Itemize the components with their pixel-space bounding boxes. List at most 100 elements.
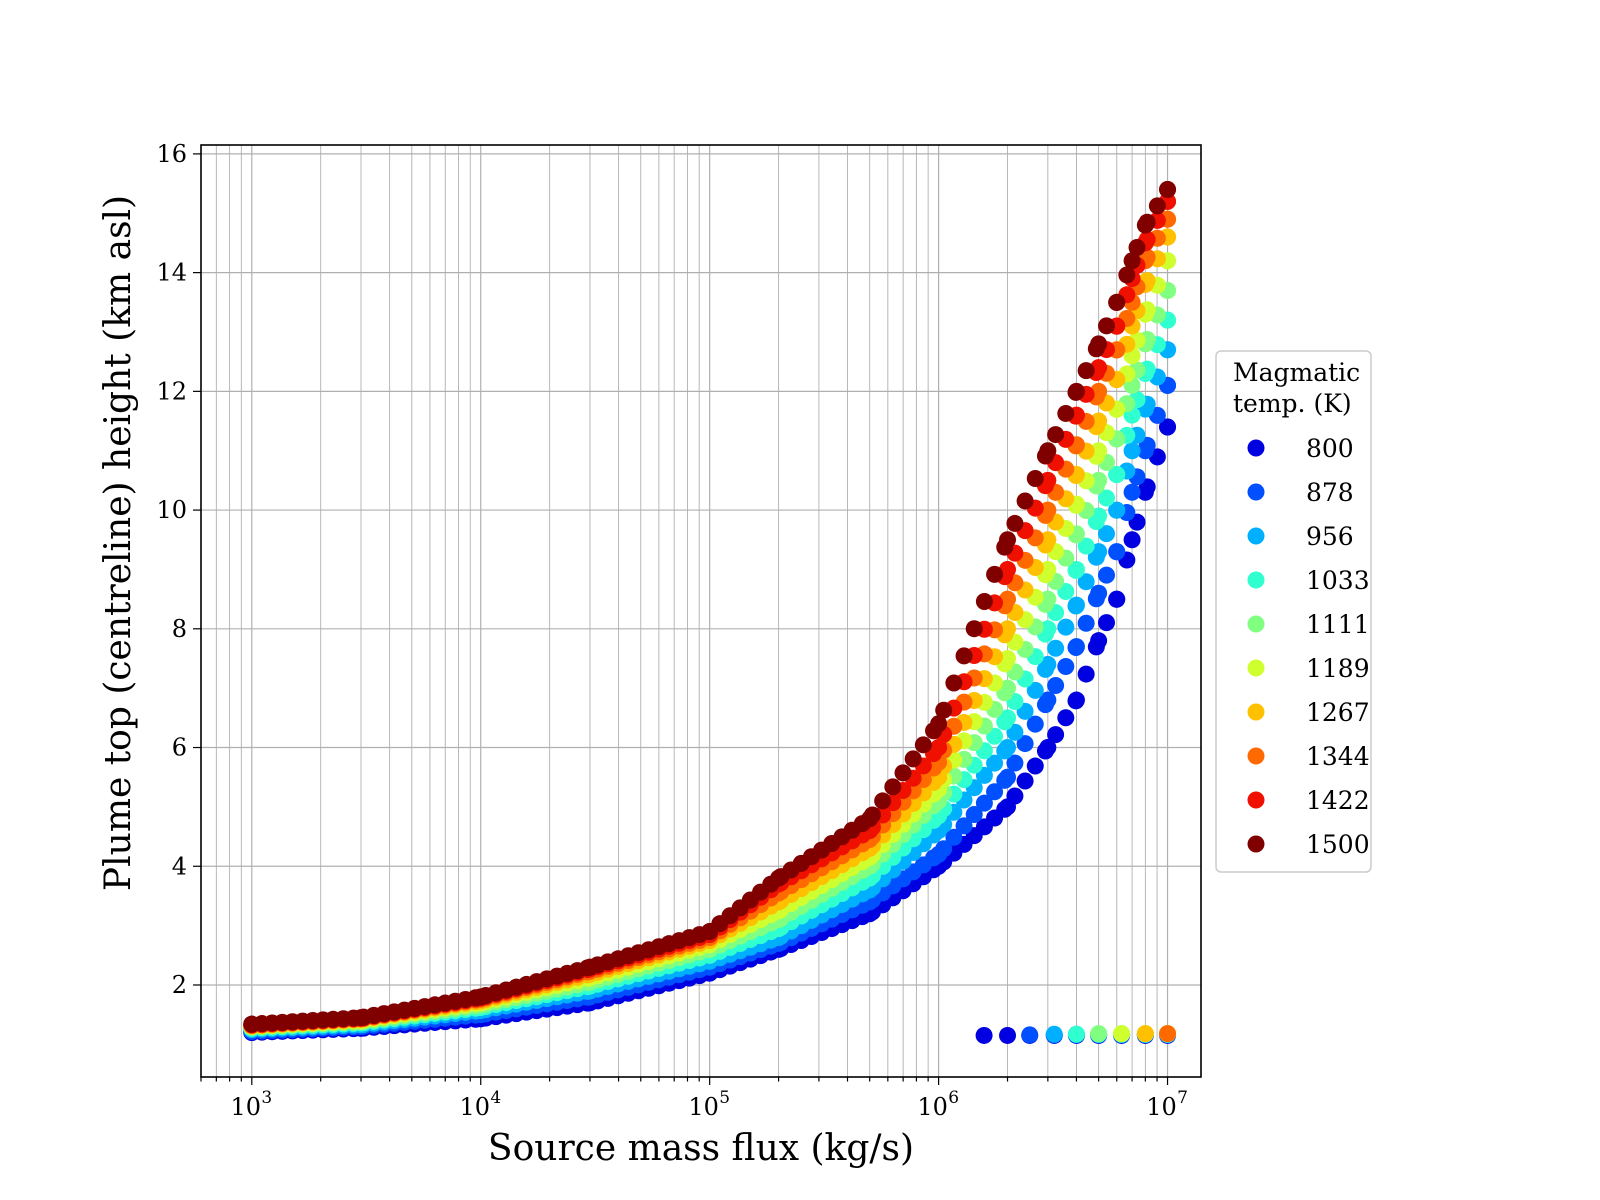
data-point: [1067, 691, 1085, 709]
legend-marker: [1247, 791, 1265, 809]
legend-marker: [1247, 571, 1265, 589]
data-point: [999, 649, 1017, 667]
data-point: [999, 709, 1017, 727]
data-point: [1067, 596, 1085, 614]
data-point: [1077, 614, 1095, 632]
data-point: [1039, 655, 1057, 673]
legend-label: 1267: [1306, 698, 1370, 727]
y-tick-label: 16: [156, 140, 187, 168]
legend-label: 1344: [1306, 742, 1370, 771]
data-point: [1047, 426, 1065, 444]
data-point: [999, 531, 1017, 549]
x-tick-label-exponent: 3: [261, 1088, 272, 1108]
data-point: [1026, 757, 1044, 775]
data-point: [1077, 665, 1095, 683]
data-point: [999, 798, 1017, 816]
data-point: [986, 783, 1004, 801]
data-point: [1090, 335, 1108, 353]
data-point: [1128, 239, 1146, 257]
data-point: [1090, 584, 1108, 602]
axes-frame: [200, 144, 1202, 1078]
grid: [200, 145, 1201, 1077]
data-point: [999, 679, 1017, 697]
data-point-low-branch: [999, 1026, 1017, 1044]
x-tick-label-exponent: 6: [948, 1088, 959, 1108]
data-point-low-branch: [1021, 1026, 1039, 1044]
data-point: [1057, 404, 1075, 422]
x-tick-label-exponent: 4: [490, 1088, 501, 1108]
x-axis-label: Source mass flux (kg/s): [488, 1128, 914, 1169]
data-point: [1108, 293, 1126, 311]
data-point: [914, 736, 932, 754]
data-point: [930, 715, 948, 733]
data-point: [1108, 590, 1126, 608]
data-point: [1136, 442, 1154, 460]
data-point: [1077, 362, 1095, 380]
x-tick-label: 10: [231, 1093, 262, 1121]
legend-box: [1215, 350, 1372, 873]
y-tick-label: 14: [156, 259, 187, 287]
data-point: [986, 754, 1004, 772]
legend-marker: [1247, 527, 1265, 545]
data-point: [1026, 469, 1044, 487]
data-point: [1006, 723, 1024, 741]
data-point: [1097, 489, 1115, 507]
legend-marker: [1247, 747, 1265, 765]
data-point: [1097, 614, 1115, 632]
data-point-low-branch: [975, 1026, 993, 1044]
y-tick-label: 4: [172, 852, 187, 880]
data-point: [999, 590, 1017, 608]
legend-marker: [1247, 835, 1265, 853]
data-point: [1057, 709, 1075, 727]
data-point: [930, 845, 948, 863]
legend-title-line-2: temp. (K): [1233, 389, 1352, 418]
data-point: [1057, 658, 1075, 676]
x-tick-label-exponent: 7: [1177, 1088, 1188, 1108]
data-point: [935, 701, 953, 719]
data-point: [1123, 442, 1141, 460]
data-point: [1039, 442, 1057, 460]
data-point: [1097, 525, 1115, 543]
data-point: [1148, 197, 1166, 215]
data-point: [1039, 590, 1057, 608]
data-point: [904, 750, 922, 768]
data-point: [1123, 252, 1141, 270]
data-point: [1039, 739, 1057, 757]
y-tick-label: 2: [172, 971, 187, 999]
x-tick-label: 10: [459, 1093, 490, 1121]
data-point: [1006, 514, 1024, 532]
legend-marker: [1247, 439, 1265, 457]
data-point: [1136, 483, 1154, 501]
data-point: [975, 794, 993, 812]
data-point: [1039, 501, 1057, 519]
legend-entries: 800 878 956 1033 1111 1189 1267 1344 1422 1500: [1247, 434, 1370, 859]
data-point: [884, 778, 902, 796]
x-tick-label-exponent: 5: [719, 1088, 730, 1108]
data-point: [1039, 471, 1057, 489]
legend-marker: [1247, 615, 1265, 633]
data-point: [1159, 181, 1177, 199]
data-point: [1016, 772, 1034, 790]
data-point: [1077, 537, 1095, 555]
legend-label: 1033: [1306, 566, 1370, 595]
data-point: [955, 647, 973, 665]
data-point: [770, 869, 788, 887]
data-point: [861, 810, 879, 828]
data-point: [1026, 681, 1044, 699]
x-tick-label: 10: [688, 1093, 719, 1121]
y-tick-label: 6: [172, 734, 187, 762]
y-axis-label: Plume top (centreline) height (km asl): [98, 195, 139, 891]
series-1500: [243, 181, 1177, 1033]
data-point: [945, 828, 963, 846]
data-point: [1067, 382, 1085, 400]
data-point: [986, 565, 1004, 583]
data-point: [1136, 216, 1154, 234]
legend-marker: [1247, 483, 1265, 501]
legend: Magmatic temp. (K) 800 878 956 1033 1111 1189…: [1215, 350, 1372, 873]
data-point: [1026, 715, 1044, 733]
legend-label: 878: [1306, 478, 1354, 507]
data-point: [1047, 677, 1065, 695]
legend-marker: [1247, 703, 1265, 721]
data-point: [1108, 465, 1126, 483]
